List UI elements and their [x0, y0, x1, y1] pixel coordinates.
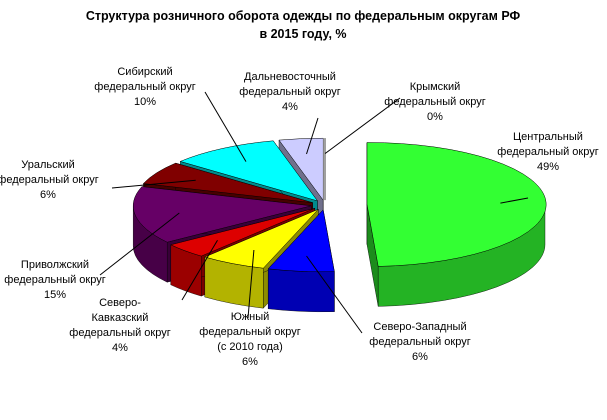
value-label: 6%	[412, 351, 428, 363]
slice-label: Уральский федеральный округ	[0, 159, 99, 186]
leader-line	[500, 197, 529, 204]
leader-line	[111, 179, 196, 189]
leader-line	[99, 212, 180, 276]
leader-line	[306, 117, 319, 155]
slice	[366, 142, 547, 267]
slice-label: Приволжский федеральный округ	[4, 259, 105, 286]
value-label: 4%	[112, 342, 128, 354]
leader-line	[324, 97, 401, 155]
slice	[267, 209, 335, 273]
leader-line	[181, 239, 218, 301]
value-label: 4%	[282, 101, 298, 113]
slice-label: Сибирский федеральный округ	[94, 66, 195, 93]
leader-line	[204, 91, 247, 162]
value-label: 10%	[134, 96, 156, 108]
slice-label: Крымский федеральный округ	[384, 81, 485, 108]
slice	[179, 140, 319, 202]
slice	[278, 137, 324, 201]
slice-label: Дальневосточный федеральный округ	[239, 71, 340, 98]
slice	[204, 209, 319, 269]
value-label: 0%	[427, 111, 443, 123]
leader-line	[247, 249, 255, 319]
chart-title: Структура розничного оборота одежды по ф…	[86, 9, 521, 41]
value-label: 49%	[537, 161, 559, 173]
slice-label: Северо-Западный федеральный округ	[369, 321, 470, 348]
slice-label: Северо-Кавказский федеральный округ	[69, 297, 170, 339]
value-label: 6%	[242, 356, 258, 368]
leader-line	[306, 255, 363, 334]
slice-wall	[268, 268, 335, 313]
slice	[142, 162, 313, 203]
value-label: 15%	[44, 289, 66, 301]
slice	[132, 186, 312, 243]
slice-group	[267, 209, 335, 313]
slice	[170, 208, 315, 257]
value-label: 6%	[40, 189, 56, 201]
slice-group	[366, 142, 547, 307]
slice-label: Центральный федеральный округ	[497, 131, 598, 158]
slice-label: Южный федеральный округ (с 2010 года)	[199, 311, 300, 353]
